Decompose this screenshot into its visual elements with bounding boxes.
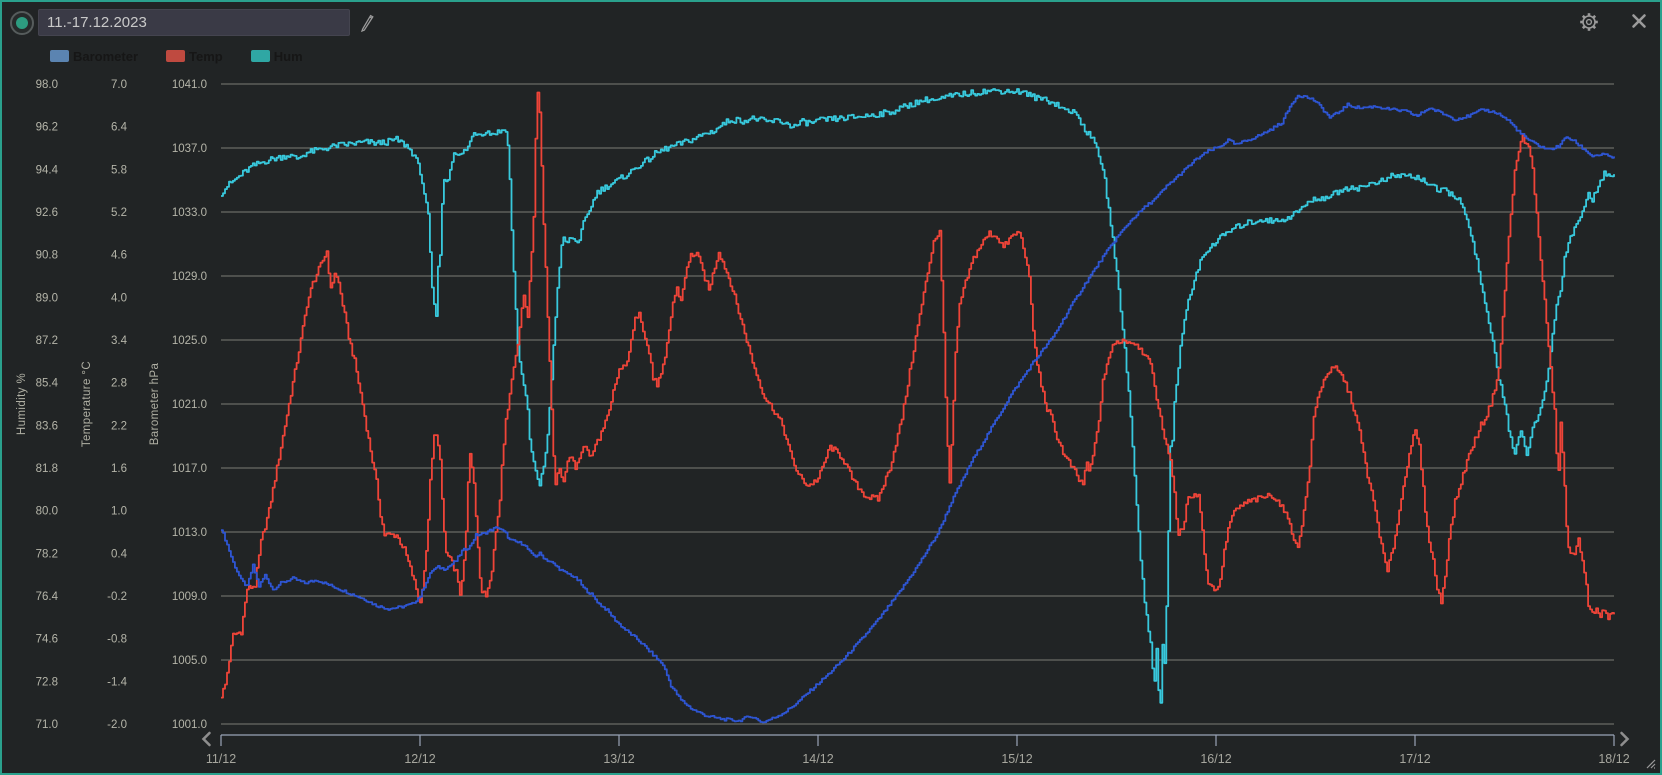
- legend-item-hum[interactable]: Hum: [250, 48, 303, 64]
- x-axis-label: 17/12: [1399, 752, 1430, 766]
- y-axis-tick-label: 0.4: [111, 548, 128, 560]
- y-axis-tick-label: -0.8: [107, 634, 127, 646]
- y-axis-tick-label: 6.4: [111, 122, 128, 134]
- gear-icon: [1577, 13, 1601, 37]
- legend-item-barometer[interactable]: Barometer: [50, 49, 138, 64]
- y-axis-tick-label: 1013.0: [172, 527, 207, 539]
- chart-legend: Barometer Temp Hum: [50, 47, 331, 65]
- settings-button[interactable]: [1577, 10, 1601, 34]
- y-axis-tick-label: 1029.0: [172, 271, 207, 283]
- y-axis-tick-label: 1001.0: [172, 719, 207, 731]
- record-toggle-dot: [16, 17, 28, 29]
- y-axis-tick-label: 72.8: [36, 676, 58, 688]
- chevron-right-icon: [1616, 731, 1632, 751]
- legend-label: Barometer: [73, 48, 139, 64]
- y-axis-tick-label: 1.0: [111, 506, 127, 518]
- y-axis-tick-label: 1025.0: [172, 335, 207, 347]
- y-axis-tick-label: 94.4: [36, 164, 59, 176]
- y-axis-tick-label: 2.8: [111, 378, 127, 390]
- x-axis-label: 16/12: [1200, 752, 1231, 766]
- y-axis-tick-label: 1009.0: [172, 591, 207, 603]
- resize-grip[interactable]: [1642, 755, 1656, 769]
- series-line-hum: [221, 88, 1615, 704]
- barometer-swatch: [50, 50, 69, 62]
- y-axis-tick-label: 3.4: [111, 335, 128, 347]
- y-axis-tick-label: 1021.0: [172, 399, 207, 411]
- y-axis-tick-label: 1.6: [111, 463, 127, 475]
- close-button[interactable]: [1631, 13, 1647, 29]
- y-axis-tick-label: 4.6: [111, 250, 127, 262]
- close-icon: [1631, 14, 1647, 32]
- y-axis-tick-label: 1041.0: [172, 79, 207, 91]
- x-axis-label: 18/12: [1598, 752, 1629, 766]
- legend-label: Temp: [189, 48, 223, 64]
- y-axis-tick-label: 80.0: [36, 506, 58, 518]
- x-axis-label: 15/12: [1001, 752, 1032, 766]
- x-axis-label: 12/12: [404, 752, 435, 766]
- x-axis-label: 13/12: [603, 752, 634, 766]
- y-axis-tick-label: 7.0: [111, 79, 127, 91]
- scroll-left-button[interactable]: [199, 730, 215, 748]
- y-axis-tick-label: 83.6: [36, 420, 58, 432]
- series-line-temp: [221, 91, 1615, 699]
- y-axis-tick-label: 1005.0: [172, 655, 207, 667]
- temp-swatch: [166, 50, 186, 62]
- hum-swatch: [250, 50, 270, 62]
- y-axis-tick-label: 2.2: [111, 420, 127, 432]
- y-axis-tick-label: 98.0: [36, 79, 58, 91]
- y-axis-tick-label: 5.2: [111, 207, 127, 219]
- legend-item-temp[interactable]: Temp: [166, 49, 223, 64]
- y-axis-tick-label: 90.8: [36, 250, 58, 262]
- y-axis-tick-label: 1037.0: [172, 143, 207, 155]
- y-axis-tick-label: 76.4: [36, 591, 59, 603]
- y-axis-tick-label: 1017.0: [172, 463, 207, 475]
- scroll-right-button[interactable]: [1616, 730, 1632, 748]
- y-axis-tick-label: 4.0: [111, 292, 127, 304]
- edit-date-button[interactable]: [358, 13, 376, 33]
- y-axis-tick-label: 5.8: [111, 164, 127, 176]
- y-axis-tick-label: 78.2: [36, 548, 58, 560]
- legend-label: Hum: [273, 48, 303, 64]
- y-axis-tick-label: -1.4: [107, 676, 127, 688]
- record-toggle[interactable]: [10, 11, 34, 35]
- y-axis-tick-label: 89.0: [36, 292, 58, 304]
- date-range-input[interactable]: [38, 9, 350, 36]
- y-axis-tick-label: 71.0: [36, 719, 58, 731]
- y-axis-tick-label: 96.2: [36, 122, 58, 134]
- y-axis-tick-label: 81.8: [36, 463, 58, 475]
- series-line-barometer: [221, 94, 1615, 724]
- x-axis-label: 11/12: [206, 752, 236, 766]
- x-axis-label: 14/12: [802, 752, 833, 766]
- y-axis-tick-label: 87.2: [36, 335, 58, 347]
- y-axis-tick-label: 85.4: [36, 378, 59, 390]
- chevron-left-icon: [199, 731, 215, 751]
- y-axis-tick-label: -2.0: [107, 719, 127, 731]
- y-axis-tick-label: 74.6: [36, 634, 58, 646]
- y-axis-tick-label: 1033.0: [172, 207, 207, 219]
- y-axis-tick-label: -0.2: [107, 591, 127, 603]
- y-axis-tick-label: 92.6: [36, 207, 58, 219]
- pencil-icon: [358, 14, 376, 36]
